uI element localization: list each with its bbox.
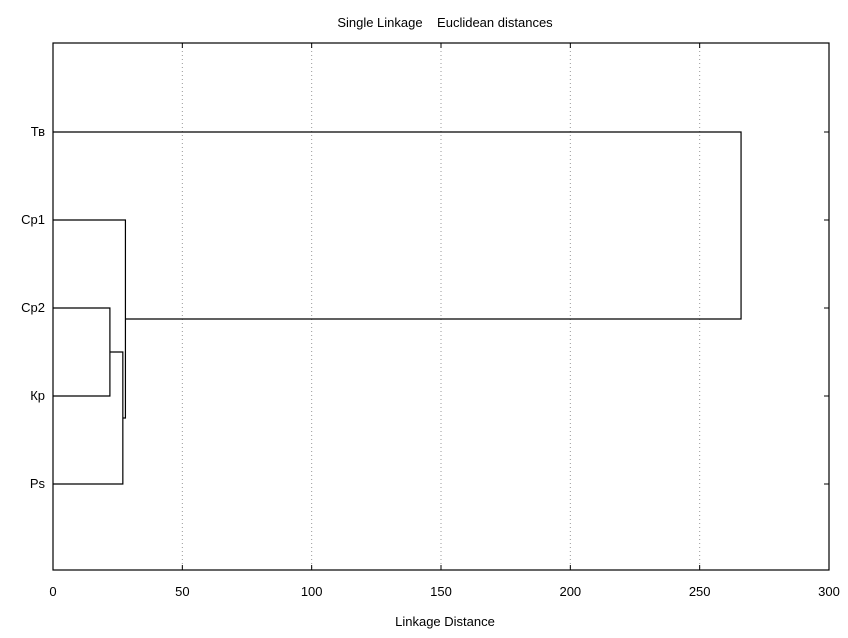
leaf-label: Рs <box>30 476 46 491</box>
leaf-label: Кр <box>30 388 45 403</box>
dendrogram-links <box>53 131 742 485</box>
dendrogram-link <box>53 351 124 485</box>
x-axis-tick-labels: 0 50 100 150 200 250 300 <box>49 584 839 599</box>
leaf-labels: Тв Ср1 Ср2 Кр Рs <box>21 124 45 491</box>
plot-frame <box>52 42 830 571</box>
x-tick-label: 0 <box>49 584 56 599</box>
x-tick-label: 150 <box>430 584 452 599</box>
x-tick-label: 300 <box>818 584 840 599</box>
grid-lines <box>181 43 701 570</box>
dendrogram-link <box>53 219 127 419</box>
leaf-label: Ср1 <box>21 212 45 227</box>
x-tick-label: 200 <box>559 584 581 599</box>
axis-ticks <box>52 43 830 570</box>
x-tick-label: 50 <box>175 584 189 599</box>
leaf-label: Ср2 <box>21 300 45 315</box>
x-axis-title: Linkage Distance <box>395 614 495 629</box>
x-tick-label: 100 <box>301 584 323 599</box>
leaf-label: Тв <box>31 124 45 139</box>
dendrogram-link <box>53 307 111 397</box>
x-tick-label: 250 <box>689 584 711 599</box>
dendrogram-link <box>53 131 742 320</box>
chart-title: Single Linkage Euclidean distances <box>337 15 553 30</box>
